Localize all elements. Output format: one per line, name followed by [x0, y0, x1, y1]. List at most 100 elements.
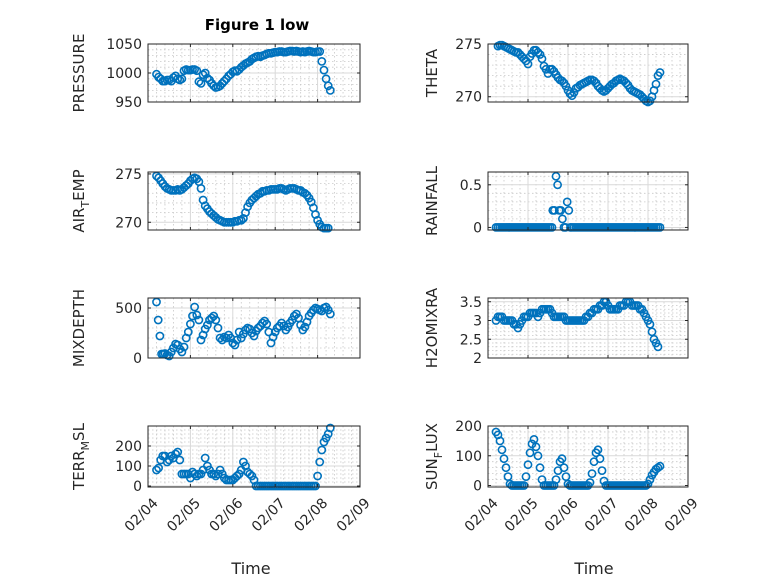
data-point [317, 445, 327, 455]
data-point [311, 481, 320, 491]
x-tick-label: 02/09 [662, 495, 702, 535]
y-axis-label: RAINFALL [423, 165, 441, 236]
data-point [653, 342, 663, 352]
data-point [521, 472, 531, 481]
data-point [323, 223, 333, 233]
y-axis-label-subscript: T [79, 201, 92, 209]
data-point [525, 448, 535, 458]
data-point [289, 311, 299, 321]
data-point [177, 74, 187, 84]
data-point [171, 449, 180, 459]
y-axis-label: TERRMSL [70, 422, 92, 491]
subplot-h2omixra: 2 2.5 3 3.5 H2OMIXRA [423, 287, 689, 368]
data-point [593, 445, 603, 455]
series-markers [152, 46, 335, 95]
data-point [175, 455, 185, 465]
data-point [155, 331, 165, 341]
data-point [561, 222, 570, 232]
data-point [535, 463, 545, 473]
data-point [308, 305, 318, 315]
data-point [188, 311, 197, 321]
subplot-rainfall: 0 0.5 RAINFALL [423, 165, 689, 236]
data-point [192, 310, 202, 320]
data-point [183, 327, 193, 337]
data-point [192, 471, 202, 481]
y-axis-label-base: SUN [423, 458, 441, 490]
data-point [213, 323, 223, 333]
y-tick-label: 275 [115, 167, 142, 183]
subplot-terr-msl: 0 100 200 02/04 02/05 02/06 02/07 02/08 02/09 TER… [70, 422, 374, 535]
data-point [653, 463, 663, 473]
data-point [173, 447, 183, 457]
data-point [177, 347, 187, 357]
data-point [541, 64, 551, 74]
data-point [533, 451, 543, 461]
subplot-theta: 270 275 THETA [423, 37, 689, 107]
figure-title: Figure 1 low [205, 16, 310, 34]
data-point [533, 48, 543, 57]
x-tick-label: 02/06 [207, 495, 247, 535]
y-axis-label: SUNFLUX [423, 423, 445, 490]
x-axis-label-right: Time [573, 559, 613, 578]
data-point [194, 77, 204, 87]
data-point [202, 320, 212, 330]
data-point [179, 342, 189, 352]
data-point [595, 454, 605, 464]
y-tick-label: 3 [473, 314, 482, 330]
subplot-mixdepth: 0 500 MIXDEPTH [70, 289, 361, 367]
axes-frame [487, 297, 689, 359]
data-point [154, 463, 163, 473]
axes-frame [147, 171, 361, 231]
data-point [550, 205, 559, 215]
data-point [245, 469, 255, 479]
data-point [551, 475, 561, 484]
y-tick-label: 2 [473, 351, 482, 367]
y-axis-label-subscript: M [79, 441, 92, 451]
data-point [325, 309, 335, 319]
data-point [315, 457, 325, 467]
data-point [565, 89, 575, 98]
x-tick-label: 02/05 [164, 495, 204, 535]
x-tick-label: 02/04 [122, 495, 162, 535]
y-axis-label-rest: LUX [423, 423, 441, 452]
subplot-pressure: 950 1000 1050 PRESSURE [70, 34, 361, 113]
y-axis-label: PRESSURE [70, 34, 88, 113]
data-point [152, 465, 161, 475]
y-tick-label: 270 [115, 215, 142, 231]
data-point [597, 466, 607, 475]
data-point [557, 454, 567, 464]
y-tick-label: 2.5 [460, 332, 482, 348]
data-point [319, 65, 329, 75]
x-tick-label: 02/06 [542, 495, 582, 535]
data-point [559, 463, 569, 473]
data-point [253, 323, 263, 333]
data-point [645, 475, 655, 484]
series-markers [491, 427, 665, 490]
data-point [185, 319, 195, 329]
y-tick-label: 1050 [106, 37, 142, 53]
data-point [651, 79, 661, 89]
data-point [200, 453, 210, 463]
data-point [641, 481, 651, 490]
data-point [192, 66, 202, 76]
data-point [196, 335, 206, 345]
data-point [523, 460, 533, 470]
y-tick-label: 3.5 [460, 295, 482, 311]
y-tick-label: 500 [115, 301, 142, 317]
series-markers [491, 171, 665, 232]
x-tick-label: 02/07 [582, 495, 622, 535]
data-point [190, 302, 199, 312]
series-markers [152, 171, 333, 233]
y-tick-label: 1000 [106, 66, 142, 82]
y-axis-label-base: TERR [70, 450, 88, 491]
data-point [209, 469, 219, 479]
data-point [558, 214, 567, 224]
data-point [551, 171, 561, 181]
data-point [194, 315, 204, 325]
data-point [219, 76, 229, 86]
y-tick-label: 950 [115, 95, 142, 111]
y-tick-label: 0 [473, 220, 482, 236]
data-point [258, 318, 267, 328]
